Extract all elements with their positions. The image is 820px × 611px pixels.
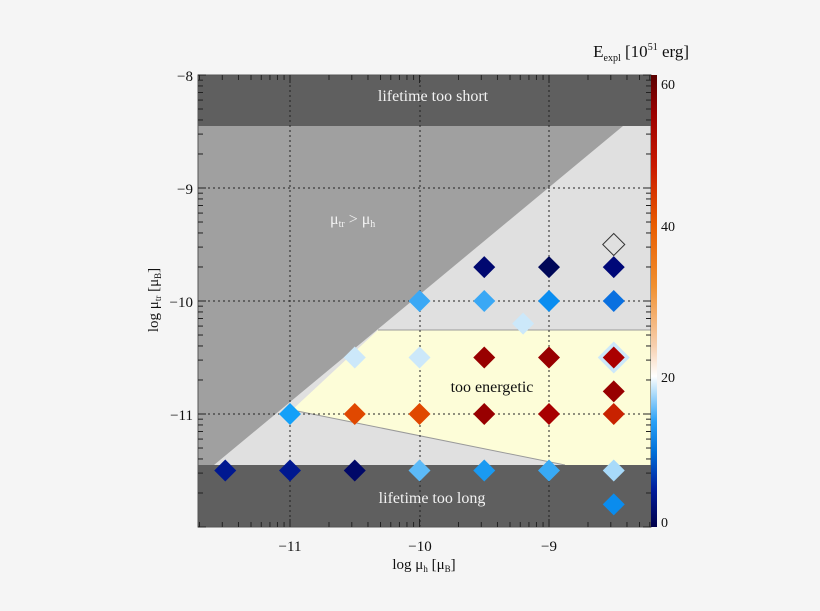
data-point-diamond	[538, 403, 560, 425]
data-point-diamond	[538, 290, 560, 312]
data-point-diamond	[279, 459, 301, 482]
svg-text:0: 0	[661, 516, 668, 531]
svg-text:60: 60	[661, 78, 675, 93]
colorbar-gradient	[651, 75, 657, 527]
svg-text:40: 40	[661, 220, 675, 235]
data-point-diamond	[602, 346, 625, 369]
data-point-diamond	[343, 346, 366, 369]
data-point-diamond	[343, 403, 366, 425]
data-points	[214, 232, 630, 516]
data-point-diamond	[512, 312, 535, 335]
x-axis-label: log μh [μB]	[392, 557, 455, 574]
svg-text:−8: −8	[177, 69, 193, 85]
data-point-diamond	[279, 403, 301, 425]
data-point-diamond	[538, 256, 560, 279]
label-too-energetic: too energetic	[451, 379, 534, 396]
region-lifetime-too-short	[198, 75, 651, 126]
data-point-diamond	[408, 403, 431, 425]
data-point-diamond	[602, 459, 625, 482]
data-point-diamond	[602, 403, 625, 425]
data-point-diamond	[473, 346, 496, 369]
svg-text:−9: −9	[177, 182, 193, 198]
data-point-diamond	[408, 459, 431, 482]
region-too-energetic	[292, 330, 651, 465]
colorbar-tick-labels: 60 40 20 0	[661, 78, 675, 531]
svg-text:20: 20	[661, 371, 675, 386]
data-point-diamond	[538, 459, 560, 482]
svg-text:−10: −10	[170, 295, 193, 311]
data-point-diamond	[538, 346, 560, 369]
region-mu-tr-greater-than-mu-h	[198, 126, 623, 465]
y-axis-label: log μtr [μB]	[146, 268, 163, 332]
data-point-diamond	[602, 232, 626, 257]
svg-text:−11: −11	[170, 408, 193, 424]
data-point-diamond	[343, 459, 366, 482]
data-point-diamond	[214, 459, 237, 482]
data-point-diamond	[408, 346, 431, 369]
plot-area	[198, 75, 651, 527]
svg-text:−9: −9	[541, 539, 557, 555]
label-lifetime-too-short: lifetime too short	[378, 88, 489, 105]
data-point-diamond	[473, 290, 496, 312]
data-point-diamond	[602, 493, 625, 516]
svg-text:−11: −11	[279, 539, 302, 555]
label-mu-tr-greater-than-mu-h: μtr > μh	[330, 211, 375, 230]
data-point-diamond	[473, 256, 496, 279]
too-energetic-lower-border	[291, 409, 566, 466]
axis-ticks	[198, 74, 651, 528]
data-point-diamond	[602, 256, 625, 279]
data-point-diamond	[473, 403, 496, 425]
label-lifetime-too-long: lifetime too long	[379, 490, 486, 507]
colorbar-label: Eexpl [1051 erg]	[593, 42, 689, 64]
svg-text:−10: −10	[408, 539, 431, 555]
data-point-diamond	[602, 290, 625, 312]
x-tick-labels: −11 −10 −9	[279, 539, 557, 555]
y-tick-labels: −8 −9 −10 −11	[170, 69, 193, 424]
data-point-diamond	[602, 380, 625, 403]
data-point-diamond	[408, 290, 431, 312]
data-point-diamond	[473, 459, 496, 482]
